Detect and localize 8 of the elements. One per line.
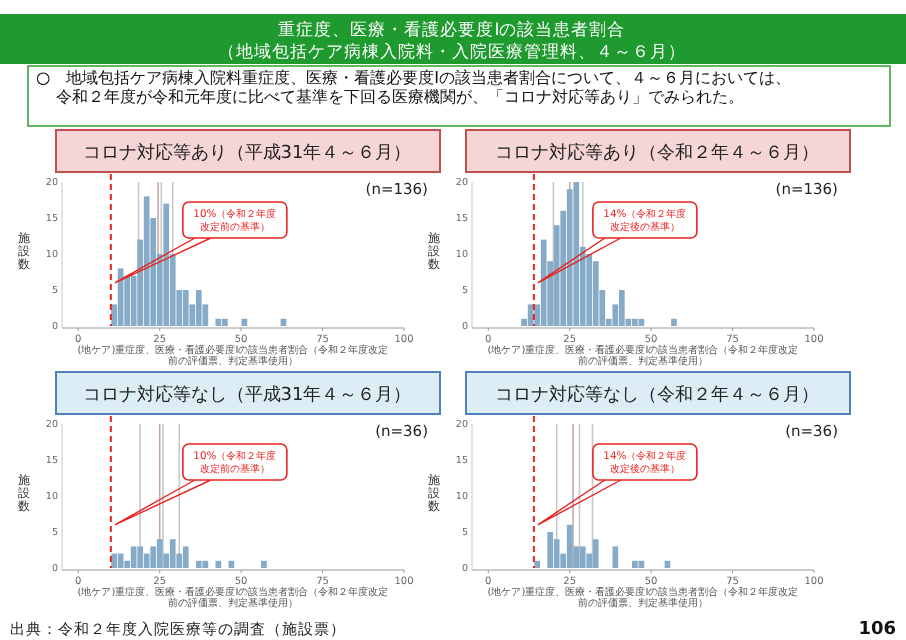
text: ○ 地域包括ケア病棟入院料重症度、医療・看護必要度Ⅰの該当患者割合について、４～６月においては、令和２年度が令和元年度に比べて基準を下回る医療機関が、「コロナ対応等あり」でみられた。 (36, 67, 792, 106)
chart-title: コロナ対応等あり（令和２年４～６月） (495, 142, 819, 164)
chart-title: コロナ対応等なし（平成31年４～６月） (82, 384, 412, 406)
chart-title: コロナ対応等なし（令和２年４～６月） (495, 384, 819, 406)
text: 重症度、医療・看護必要度Ⅰの該当患者割合 (278, 19, 626, 41)
chart-title: コロナ対応等あり（平成31年４～６月） (82, 142, 412, 164)
text: 106 (858, 620, 896, 640)
text: （地域包括ケア病棟入院料・入院医療管理料、４～６月） (218, 41, 686, 63)
